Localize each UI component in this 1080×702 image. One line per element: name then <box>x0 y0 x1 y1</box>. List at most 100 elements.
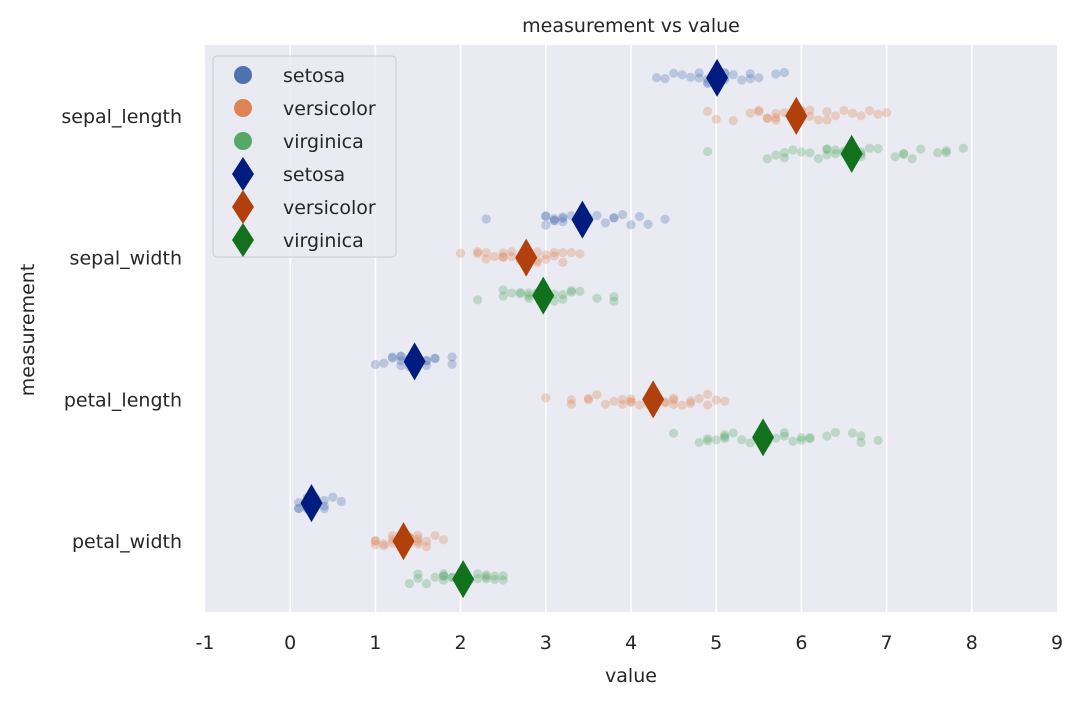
data-point <box>541 211 551 221</box>
data-point <box>856 437 866 448</box>
data-point <box>404 578 415 589</box>
data-point <box>583 395 594 405</box>
data-point <box>677 400 687 410</box>
data-point <box>694 73 704 83</box>
data-point <box>490 571 500 581</box>
data-point <box>575 286 585 296</box>
data-point <box>413 530 423 540</box>
data-point <box>771 69 781 79</box>
legend-diamond-marker <box>232 190 254 224</box>
data-point <box>490 574 500 584</box>
data-point <box>379 541 389 551</box>
x-tick-label: 1 <box>369 632 381 654</box>
data-point <box>686 396 696 406</box>
data-point <box>941 145 951 156</box>
data-point <box>703 436 713 446</box>
data-point <box>728 428 738 438</box>
data-point <box>873 144 883 154</box>
data-point <box>873 435 883 446</box>
data-point <box>779 431 789 441</box>
x-tick-label: 5 <box>710 632 722 654</box>
data-point <box>387 353 398 363</box>
mean-marker <box>642 380 665 419</box>
data-point <box>864 143 875 153</box>
y-tick-label: petal_length <box>64 389 182 411</box>
data-point <box>813 115 824 125</box>
data-point <box>617 399 628 409</box>
data-point <box>507 288 517 298</box>
data-point <box>558 217 568 227</box>
data-point <box>592 293 602 303</box>
data-point <box>294 504 304 514</box>
mean-marker <box>515 238 538 277</box>
data-point <box>941 147 951 158</box>
data-point <box>754 73 764 83</box>
data-point <box>481 572 491 582</box>
data-point <box>703 146 713 157</box>
data-point <box>421 579 432 589</box>
data-point <box>796 147 807 157</box>
data-point <box>669 395 679 405</box>
data-point <box>694 68 704 78</box>
data-point <box>515 289 525 299</box>
data-point <box>617 209 628 220</box>
data-point <box>669 393 679 403</box>
data-point <box>890 152 900 162</box>
data-point <box>558 294 568 304</box>
data-point <box>549 251 559 261</box>
legend-diamond-marker <box>232 157 254 191</box>
data-point <box>609 213 619 223</box>
data-point <box>481 574 491 584</box>
data-point <box>762 113 772 123</box>
x-tick-label: 4 <box>625 632 637 654</box>
data-point <box>456 248 466 258</box>
data-point <box>830 427 841 438</box>
data-point <box>473 249 483 259</box>
data-point <box>515 287 525 298</box>
data-point <box>524 288 534 298</box>
data-point <box>396 351 406 362</box>
data-point <box>720 432 730 442</box>
y-tick-label: sepal_width <box>70 248 182 270</box>
data-point <box>413 534 423 544</box>
data-point <box>737 435 747 445</box>
data-point <box>703 434 713 444</box>
data-point <box>813 154 824 164</box>
data-point <box>703 400 713 410</box>
data-point <box>720 430 730 440</box>
data-point <box>907 154 917 164</box>
data-point <box>430 530 440 541</box>
data-point <box>566 286 576 296</box>
x-tick-label: 3 <box>540 632 552 654</box>
data-point <box>370 536 380 546</box>
data-point <box>498 291 508 301</box>
data-point <box>958 143 968 153</box>
data-point <box>583 393 594 404</box>
legend-label: versicolor <box>283 98 376 120</box>
data-point <box>558 212 568 222</box>
data-point <box>830 111 841 121</box>
data-point <box>916 144 926 154</box>
legend-label: virginica <box>283 230 364 252</box>
y-tick-label: petal_width <box>72 531 182 553</box>
data-point <box>796 435 807 445</box>
data-point <box>694 394 704 404</box>
data-point <box>660 214 670 224</box>
data-point <box>779 153 789 163</box>
data-point <box>745 108 755 118</box>
data-point <box>294 503 304 513</box>
data-point <box>413 536 423 547</box>
data-point <box>856 111 866 121</box>
data-point <box>549 215 559 225</box>
x-tick-label: 8 <box>966 632 978 654</box>
data-point <box>677 70 687 80</box>
data-point <box>592 390 602 400</box>
data-point <box>370 539 380 550</box>
data-point <box>481 254 491 264</box>
data-point <box>558 289 568 300</box>
data-point <box>626 220 636 230</box>
data-point <box>541 250 551 260</box>
data-point <box>864 106 875 116</box>
mean-marker <box>571 200 594 239</box>
data-point <box>481 248 491 258</box>
